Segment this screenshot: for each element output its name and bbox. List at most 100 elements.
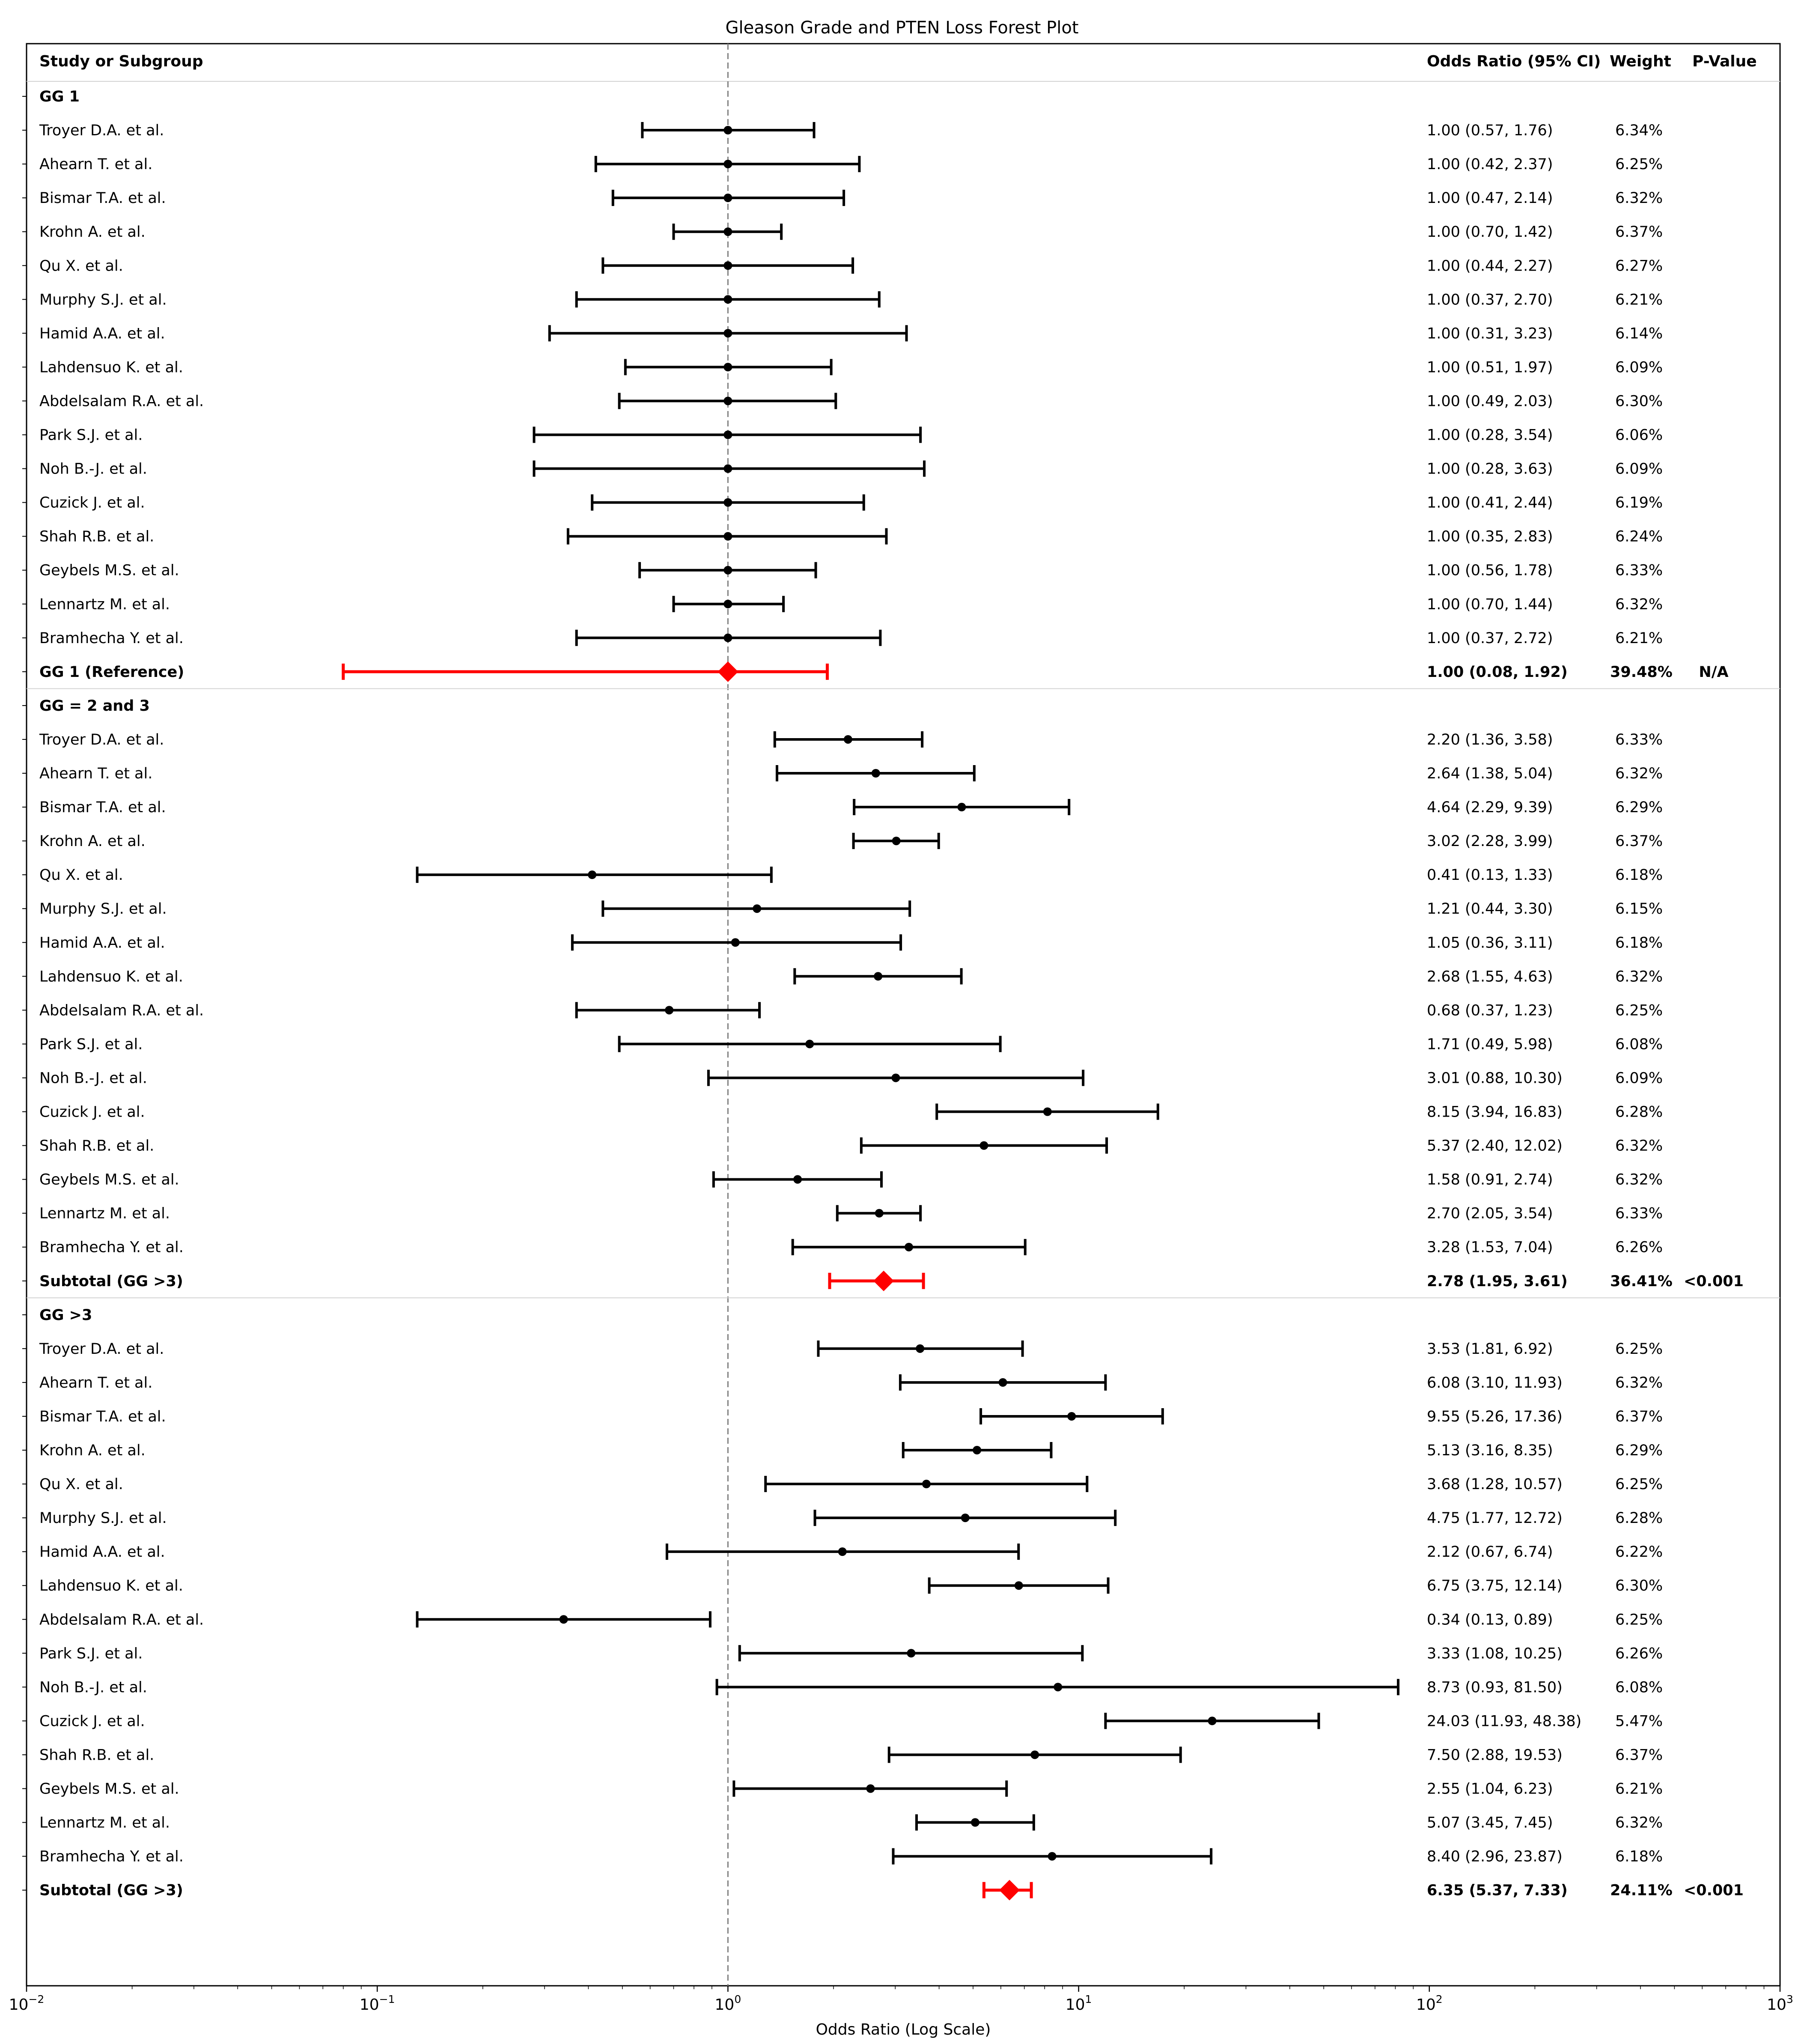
study-name: Geybels M.S. et al.: [39, 1781, 179, 1798]
plot-frame: [26, 43, 1781, 1987]
study-point: [723, 430, 732, 439]
study-weight: 6.19%: [1615, 495, 1663, 512]
study-point: [892, 837, 901, 846]
study-or-ci: 3.53 (1.81, 6.92): [1427, 1341, 1553, 1358]
chart-title: Gleason Grade and PTEN Loss Forest Plot: [725, 18, 1078, 38]
study-weight: 6.32%: [1615, 1815, 1663, 1832]
study-point: [905, 1242, 914, 1251]
study-or-ci: 1.00 (0.51, 1.97): [1427, 359, 1553, 376]
study-point: [793, 1175, 802, 1184]
study-point: [1048, 1852, 1057, 1861]
study-weight: 6.28%: [1615, 1104, 1663, 1121]
header-weight: Weight: [1610, 53, 1671, 70]
study-name: Hamid A.A. et al.: [39, 934, 165, 951]
study-point: [723, 633, 732, 642]
study-or-ci: 2.64 (1.38, 5.04): [1427, 765, 1553, 782]
study-weight: 6.32%: [1615, 596, 1663, 613]
study-point: [723, 329, 732, 338]
study-point: [559, 1615, 568, 1624]
study-weight: 6.18%: [1615, 1848, 1663, 1865]
study-or-ci: 1.00 (0.57, 1.76): [1427, 122, 1553, 139]
x-tick-exponent: 0: [734, 1993, 741, 2005]
study-point: [1208, 1716, 1217, 1725]
study-name: Krohn A. et al.: [39, 223, 146, 241]
study-name: Lennartz M. et al.: [39, 596, 170, 613]
study-or-ci: 1.00 (0.28, 3.54): [1427, 427, 1553, 444]
study-name: Park S.J. et al.: [39, 427, 143, 444]
study-or-ci: 0.41 (0.13, 1.33): [1427, 867, 1553, 884]
study-name: Murphy S.J. et al.: [39, 900, 167, 918]
x-tick-base: 10: [1416, 1996, 1436, 2014]
summary-diamond: [717, 661, 738, 682]
study-name: Qu X. et al.: [39, 257, 123, 274]
study-name: Krohn A. et al.: [39, 833, 146, 850]
study-or-ci: 5.37 (2.40, 12.02): [1427, 1138, 1563, 1155]
study-point: [916, 1344, 925, 1353]
x-tick-label: 103: [1767, 1993, 1793, 2014]
study-or-ci: 1.00 (0.42, 2.37): [1427, 156, 1553, 173]
study-name: Noh B.-J. et al.: [39, 1070, 147, 1087]
study-name: Cuzick J. et al.: [39, 1104, 145, 1121]
study-weight: 6.32%: [1615, 1374, 1663, 1391]
study-or-ci: 2.55 (1.04, 6.23): [1427, 1781, 1553, 1798]
study-name: Krohn A. et al.: [39, 1442, 146, 1459]
study-weight: 6.28%: [1615, 1510, 1663, 1527]
study-name: Ahearn T. et al.: [39, 1374, 152, 1391]
study-or-ci: 3.28 (1.53, 7.04): [1427, 1239, 1553, 1256]
study-weight: 6.25%: [1615, 1476, 1663, 1493]
study-name: Bramhecha Y. et al.: [39, 630, 184, 647]
study-or-ci: 9.55 (5.26, 17.36): [1427, 1408, 1563, 1425]
study-weight: 6.27%: [1615, 257, 1663, 274]
group-label: GG 1: [39, 88, 80, 105]
study-name: Cuzick J. et al.: [39, 1713, 145, 1730]
study-name: Geybels M.S. et al.: [39, 1171, 179, 1189]
study-name: Lahdensuo K. et al.: [39, 359, 183, 376]
header-odds-ratio: Odds Ratio (95% CI): [1427, 53, 1601, 70]
study-name: Murphy S.J. et al.: [39, 291, 167, 308]
study-name: Bramhecha Y. et al.: [39, 1848, 184, 1865]
study-or-ci: 1.00 (0.37, 2.72): [1427, 630, 1553, 647]
study-or-ci: 3.68 (1.28, 10.57): [1427, 1476, 1563, 1493]
summary-or-ci: 1.00 (0.08, 1.92): [1427, 664, 1568, 681]
study-point: [1030, 1750, 1039, 1759]
study-or-ci: 5.07 (3.45, 7.45): [1427, 1815, 1553, 1832]
x-axis-label: Odds Ratio (Log Scale): [816, 2021, 991, 2038]
study-name: Murphy S.J. et al.: [39, 1510, 167, 1527]
study-name: Shah R.B. et al.: [39, 528, 154, 545]
study-weight: 6.06%: [1615, 427, 1663, 444]
summary-label: Subtotal (GG >3): [39, 1882, 183, 1899]
study-or-ci: 0.34 (0.13, 0.89): [1427, 1611, 1553, 1628]
summary-label: GG 1 (Reference): [39, 664, 184, 681]
study-point: [588, 870, 597, 879]
study-weight: 6.37%: [1615, 1746, 1663, 1764]
study-point: [866, 1784, 875, 1793]
study-weight: 5.47%: [1615, 1713, 1663, 1730]
study-or-ci: 4.64 (2.29, 9.39): [1427, 799, 1553, 816]
rows-layer: GG 1 Troyer D.A. et al. 1.00 (0.57, 1.76) 6…: [27, 44, 1780, 1986]
study-point: [723, 396, 732, 405]
study-or-ci: 24.03 (11.93, 48.38): [1427, 1713, 1581, 1730]
study-name: Ahearn T. et al.: [39, 765, 152, 782]
study-name: Abdelsalam R.A. et al.: [39, 1002, 204, 1019]
study-name: Troyer D.A. et al.: [39, 731, 164, 748]
study-or-ci: 1.21 (0.44, 3.30): [1427, 900, 1553, 918]
study-name: Ahearn T. et al.: [39, 156, 152, 173]
study-name: Park S.J. et al.: [39, 1036, 143, 1053]
study-point: [922, 1480, 931, 1489]
study-or-ci: 3.33 (1.08, 10.25): [1427, 1645, 1563, 1662]
study-weight: 6.21%: [1615, 630, 1663, 647]
study-name: Bismar T.A. et al.: [39, 190, 166, 207]
study-point: [723, 261, 732, 270]
summary-or-ci: 6.35 (5.37, 7.33): [1427, 1882, 1568, 1899]
study-weight: 6.25%: [1615, 1002, 1663, 1019]
study-point: [723, 532, 732, 541]
study-name: Qu X. et al.: [39, 867, 123, 884]
study-or-ci: 8.15 (3.94, 16.83): [1427, 1104, 1563, 1121]
x-tick-exponent: −2: [28, 1993, 44, 2005]
study-or-ci: 1.05 (0.36, 3.11): [1427, 934, 1553, 951]
study-or-ci: 8.73 (0.93, 81.50): [1427, 1679, 1563, 1696]
study-point: [1014, 1581, 1023, 1590]
study-weight: 6.26%: [1615, 1645, 1663, 1662]
x-tick-base: 10: [1767, 1996, 1786, 2014]
study-point: [723, 599, 732, 608]
